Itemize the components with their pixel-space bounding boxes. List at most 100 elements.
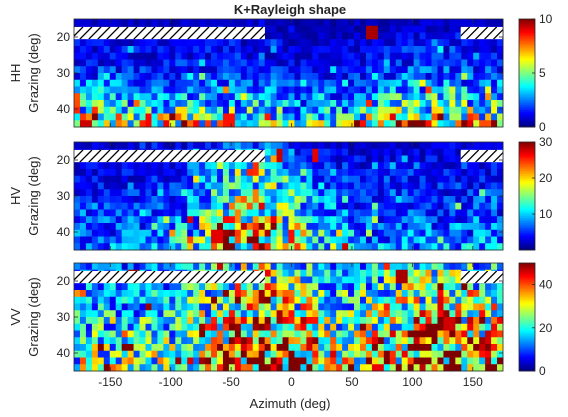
heatmap-cell (413, 209, 420, 217)
heatmap-cell (163, 79, 170, 87)
heatmap-cell (228, 182, 236, 190)
heatmap-cell (240, 364, 248, 372)
heatmap-cell (252, 216, 260, 224)
heatmap-cell (234, 310, 242, 318)
heatmap-cell (187, 263, 194, 271)
heatmap-cell (377, 263, 385, 271)
heatmap-cell (181, 323, 188, 331)
heatmap-cell (240, 73, 248, 81)
heatmap-cell (318, 303, 325, 311)
heatmap-cell (109, 93, 117, 101)
y-tick-label: 20 (57, 274, 71, 288)
heatmap-cell (306, 148, 313, 156)
heatmap-cell (240, 39, 248, 47)
heatmap-cell (360, 236, 367, 244)
heatmap-cell (127, 66, 134, 74)
heatmap-cell (342, 263, 349, 271)
heatmap-cell (234, 52, 242, 60)
heatmap-cell (395, 202, 403, 210)
heatmap-cell (103, 344, 111, 352)
heatmap-cell (407, 216, 415, 224)
heatmap-cell (252, 303, 260, 311)
heatmap-cell (348, 196, 355, 204)
heatmap-cell (330, 73, 337, 81)
heatmap-cell (282, 223, 289, 231)
heatmap-cell (467, 182, 474, 190)
heatmap-cell (371, 148, 379, 156)
heatmap-cell (348, 317, 355, 325)
heatmap-cell (455, 148, 462, 156)
heatmap-cell (169, 52, 176, 60)
heatmap-cell (479, 189, 486, 197)
heatmap-cell (270, 106, 277, 114)
heatmap-cell (497, 106, 504, 114)
heatmap-cell (467, 310, 474, 318)
heatmap-cell (360, 106, 367, 114)
heatmap-cell (318, 290, 325, 298)
heatmap-cell (228, 209, 236, 217)
heatmap-cell (395, 236, 403, 244)
heatmap-cell (175, 113, 182, 121)
heatmap-cell (360, 350, 367, 358)
heatmap-cell (264, 364, 272, 372)
heatmap-cell (479, 323, 486, 331)
heatmap-cell (181, 100, 188, 108)
heatmap-cell (169, 120, 176, 128)
heatmap-cell (443, 169, 450, 177)
heatmap-cell (91, 113, 99, 121)
heatmap-cell (282, 175, 289, 183)
heatmap-cell (91, 344, 99, 352)
heatmap-cell (193, 216, 200, 224)
heatmap-cell (103, 243, 111, 251)
heatmap-cell (139, 46, 146, 54)
heatmap-cell (139, 202, 146, 210)
heatmap-cell (74, 113, 81, 121)
heatmap-cell (276, 290, 283, 298)
heatmap-cell (336, 86, 343, 94)
heatmap-cell (491, 323, 498, 331)
heatmap-cell (431, 39, 438, 47)
heatmap-cell (169, 236, 176, 244)
heatmap-cell (294, 236, 301, 244)
heatmap-cell (79, 162, 87, 170)
heatmap-cell (145, 142, 152, 150)
heatmap-cell (425, 182, 432, 190)
heatmap-cell (437, 263, 444, 271)
heatmap-cell (377, 269, 385, 277)
heatmap-cell (479, 236, 486, 244)
heatmap-cell (395, 175, 403, 183)
heatmap-cell (455, 344, 462, 352)
heatmap-cell (222, 216, 230, 224)
heatmap-cell (467, 100, 474, 108)
heatmap-cell (485, 100, 492, 108)
heatmap-cell (401, 19, 409, 27)
heatmap-cell (324, 52, 331, 60)
heatmap-cell (348, 86, 355, 94)
heatmap-cell (348, 290, 355, 298)
heatmap-cell (103, 120, 111, 128)
heatmap-cell (491, 357, 498, 365)
heatmap-cell (294, 175, 301, 183)
heatmap-cell (395, 310, 403, 318)
heatmap-cell (437, 148, 444, 156)
heatmap-cell (491, 19, 498, 27)
heatmap-cell (294, 290, 301, 298)
heatmap-cell (425, 162, 432, 170)
heatmap-cell (300, 142, 307, 150)
heatmap-cell (491, 364, 498, 372)
heatmap-cell (282, 120, 289, 128)
heatmap-cell (199, 216, 206, 224)
heatmap-cell (395, 162, 403, 170)
heatmap-cell (419, 79, 426, 87)
heatmap-cell (199, 202, 206, 210)
heatmap-cell (175, 162, 182, 170)
heatmap-cell (413, 46, 420, 54)
heatmap-cell (127, 113, 134, 121)
heatmap-cell (437, 330, 444, 338)
heatmap-cell (371, 269, 379, 277)
heatmap-cell (312, 79, 319, 87)
heatmap-cell (205, 100, 212, 108)
heatmap-cell (211, 66, 218, 74)
heatmap-cell (413, 269, 420, 277)
heatmap-cell (497, 337, 504, 345)
